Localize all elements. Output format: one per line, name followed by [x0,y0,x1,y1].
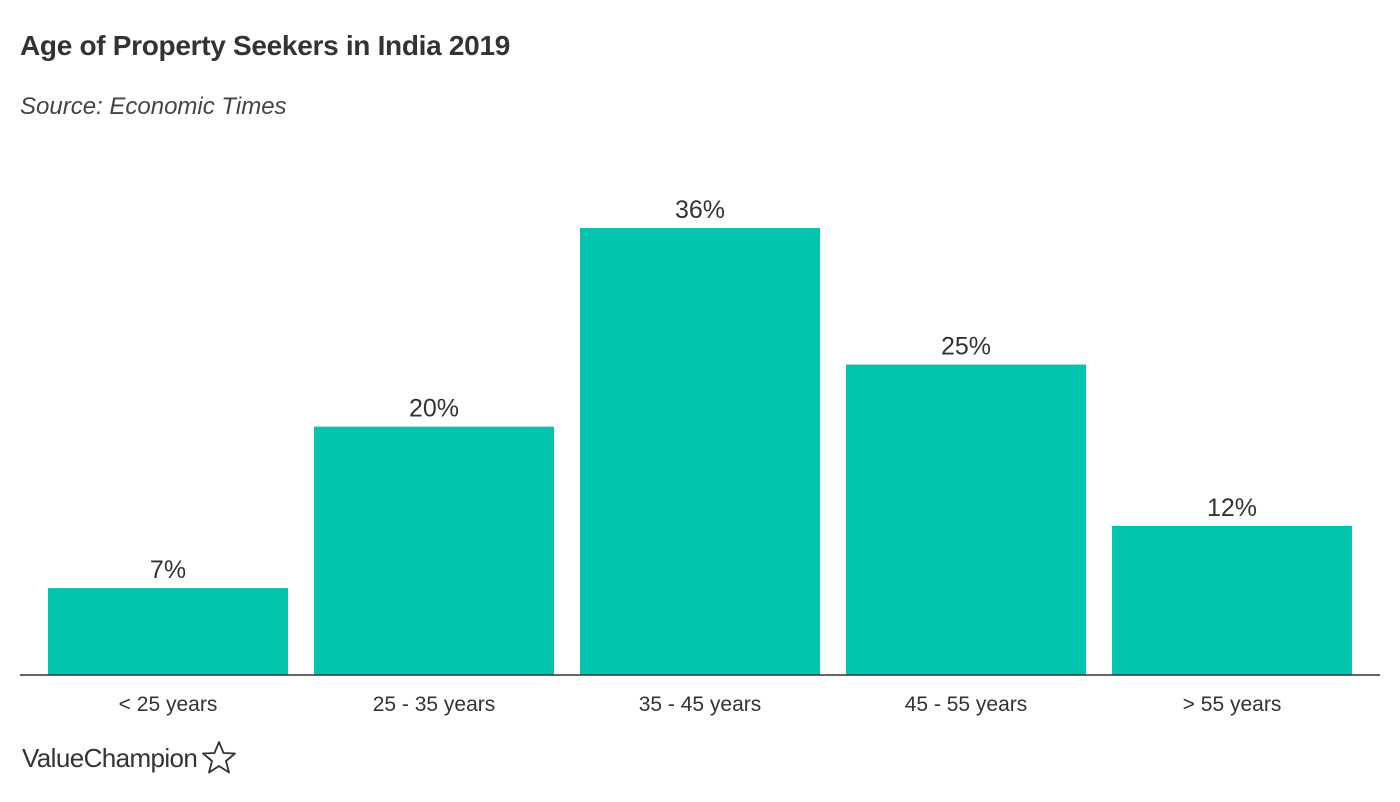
x-tick-label-2: 35 - 45 years [639,693,762,716]
value-label-2: 36% [675,196,725,224]
bar-3 [846,364,1086,675]
bars-layer [48,228,1352,675]
value-label-0: 7% [150,556,186,584]
x-tick-label-3: 45 - 55 years [905,693,1028,716]
x-tick-label-4: > 55 years [1183,693,1282,716]
brand-name: ValueChampion [22,742,198,773]
x-tick-labels-layer: < 25 years 25 - 35 years 35 - 45 years 45 -… [119,693,1282,716]
bar-4 [1112,526,1352,675]
x-tick-label-0: < 25 years [119,693,218,716]
value-label-3: 25% [941,333,991,361]
chart-title: Age of Property Seekers in India 2019 [20,30,510,61]
bar-2 [580,228,820,675]
x-tick-label-1: 25 - 35 years [373,693,496,716]
value-labels-layer: 7% 20% 36% 25% 12% [150,196,1257,584]
value-label-1: 20% [409,395,459,423]
star-outline-icon [202,741,237,774]
brand-logo: ValueChampion [22,738,237,778]
value-label-4: 12% [1207,494,1257,522]
bar-0 [48,588,288,675]
chart-subtitle: Source: Economic Times [20,93,287,120]
bar-1 [314,426,554,675]
